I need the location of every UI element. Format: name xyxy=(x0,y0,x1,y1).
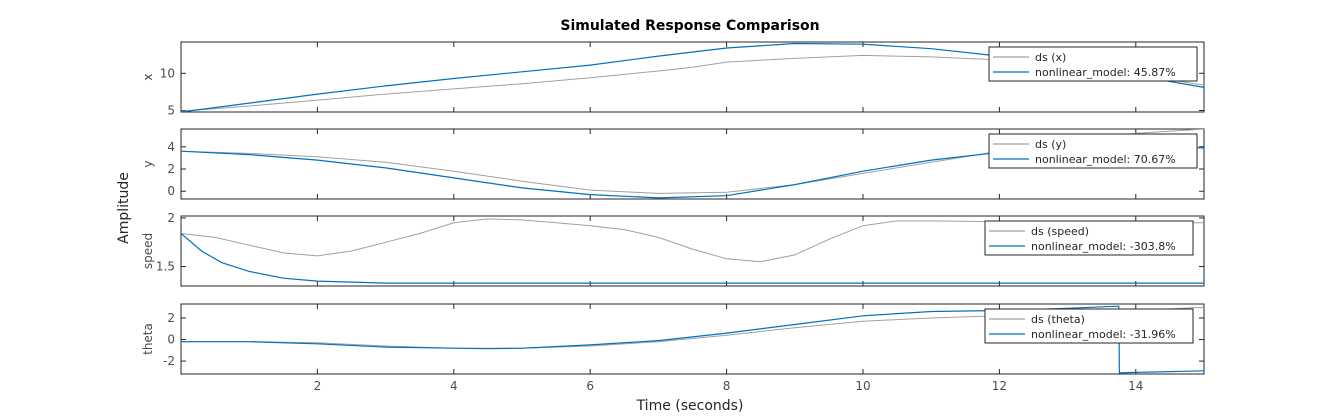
legend-theta: ds (theta) nonlinear_model: -31.96% xyxy=(984,308,1194,344)
x-tick-label: 14 xyxy=(1128,379,1143,393)
subplots: 5 10 x ds (x) nonlinear_model: 45.87% 0 2 4 y ds … xyxy=(141,41,1205,393)
subplot-ylabel-x: x xyxy=(141,73,155,80)
chart-title: Simulated Response Comparison xyxy=(560,18,819,34)
subplot-x: 5 10 x ds (x) nonlinear_model: 45.87% xyxy=(141,41,1205,118)
y-axis-label: Amplitude xyxy=(116,172,132,244)
legend-y: ds (y) nonlinear_model: 70.67% xyxy=(988,133,1198,169)
y-tick-label: 1.5 xyxy=(156,260,175,274)
series-line-speed-model xyxy=(181,233,1204,284)
legend-entry: nonlinear_model: 45.87% xyxy=(1035,66,1176,79)
x-tick-label: 10 xyxy=(855,379,870,393)
legend-entry: nonlinear_model: -31.96% xyxy=(1031,328,1176,341)
x-tick-label: 12 xyxy=(992,379,1007,393)
legend-entry: nonlinear_model: -303.8% xyxy=(1031,240,1176,253)
series-line-speed-measured xyxy=(181,218,1204,263)
legend-speed: ds (speed) nonlinear_model: -303.8% xyxy=(984,220,1194,256)
legend-box xyxy=(984,308,1194,344)
x-tick-label: 6 xyxy=(586,379,594,393)
series-line-theta-model xyxy=(181,305,1204,374)
subplot-ylabel-y: y xyxy=(141,160,155,167)
legend-entry: ds (x) xyxy=(1035,51,1066,64)
subplot-ylabel-theta: theta xyxy=(141,323,155,355)
x-axis-label: Time (seconds) xyxy=(636,398,744,414)
x-tick-label: 8 xyxy=(723,379,731,393)
legend-x: ds (x) nonlinear_model: 45.87% xyxy=(988,46,1198,82)
y-tick-label: -2 xyxy=(163,354,175,368)
x-tick-label: 4 xyxy=(450,379,458,393)
legend-entry: ds (theta) xyxy=(1031,313,1085,326)
subplot-ylabel-speed: speed xyxy=(141,233,155,269)
subplot-theta: -2 0 2 theta ds (theta) nonlinear_model: -31.… xyxy=(141,303,1205,393)
legend-box xyxy=(988,133,1198,169)
y-tick-label: 0 xyxy=(167,184,175,198)
y-tick-label: 10 xyxy=(160,66,175,80)
y-tick-label: 4 xyxy=(167,140,175,154)
legend-entry: ds (speed) xyxy=(1031,225,1089,238)
legend-entry: ds (y) xyxy=(1035,138,1066,151)
subplot-y: 0 2 4 y ds (y) nonlinear_model: 70.67% xyxy=(141,128,1205,200)
y-tick-label: 2 xyxy=(167,162,175,176)
y-tick-label: 2 xyxy=(167,211,175,225)
legend-box xyxy=(988,46,1198,82)
x-tick-label: 2 xyxy=(314,379,322,393)
legend-box xyxy=(984,220,1194,256)
subplot-speed: 1.5 2 speed ds (speed) nonlinear_model: -303… xyxy=(141,211,1205,287)
y-tick-label: 0 xyxy=(167,333,175,347)
legend-entry: nonlinear_model: 70.67% xyxy=(1035,153,1176,166)
y-tick-label: 2 xyxy=(167,311,175,325)
y-tick-label: 5 xyxy=(167,104,175,118)
